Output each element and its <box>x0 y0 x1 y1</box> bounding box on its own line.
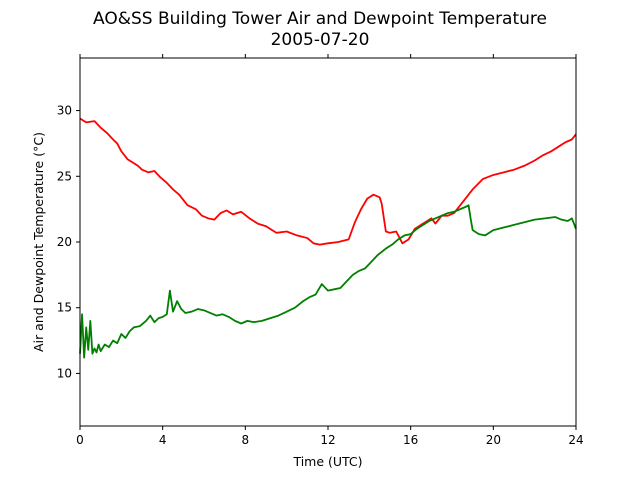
y-axis-label: Air and Dewpoint Temperature (°C) <box>31 132 46 352</box>
x-tick-label-3: 12 <box>320 433 335 447</box>
plot-frame <box>79 57 577 427</box>
y-tick-label-4: 30 <box>57 104 72 118</box>
x-tick-label-1: 4 <box>159 433 167 447</box>
series-line-0 <box>79 117 577 246</box>
x-tick-label-2: 8 <box>242 433 250 447</box>
y-tick-label-1: 15 <box>57 301 72 315</box>
x-tick-label-5: 20 <box>486 433 501 447</box>
plot-lines <box>79 117 577 359</box>
y-tick-label-0: 10 <box>57 366 72 380</box>
series-line-1 <box>79 204 577 359</box>
axis-ticks: 0 4 8 12 16 20 24 10 15 20 25 30 <box>57 54 584 447</box>
y-tick-label-2: 20 <box>57 235 72 249</box>
x-tick-label-4: 16 <box>403 433 418 447</box>
x-tick-label-6: 24 <box>568 433 583 447</box>
x-axis-label: Time (UTC) <box>292 454 362 469</box>
chart-subtitle: 2005-07-20 <box>271 30 370 50</box>
x-tick-label-0: 0 <box>76 433 84 447</box>
chart-title: AO&SS Building Tower Air and Dewpoint Te… <box>93 9 547 29</box>
y-tick-label-3: 25 <box>57 169 72 183</box>
